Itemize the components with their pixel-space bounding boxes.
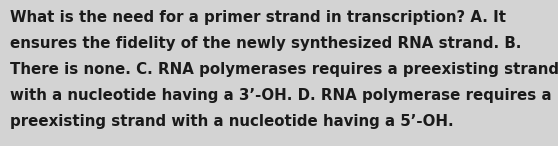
Text: preexisting strand with a nucleotide having a 5’-OH.: preexisting strand with a nucleotide hav… bbox=[10, 114, 454, 129]
Text: There is none. C. RNA polymerases requires a preexisting strand: There is none. C. RNA polymerases requir… bbox=[10, 62, 558, 77]
Text: ensures the fidelity of the newly synthesized RNA strand. B.: ensures the fidelity of the newly synthe… bbox=[10, 36, 521, 51]
Text: with a nucleotide having a 3’-OH. D. RNA polymerase requires a: with a nucleotide having a 3’-OH. D. RNA… bbox=[10, 88, 551, 103]
Text: What is the need for a primer strand in transcription? A. It: What is the need for a primer strand in … bbox=[10, 10, 506, 25]
